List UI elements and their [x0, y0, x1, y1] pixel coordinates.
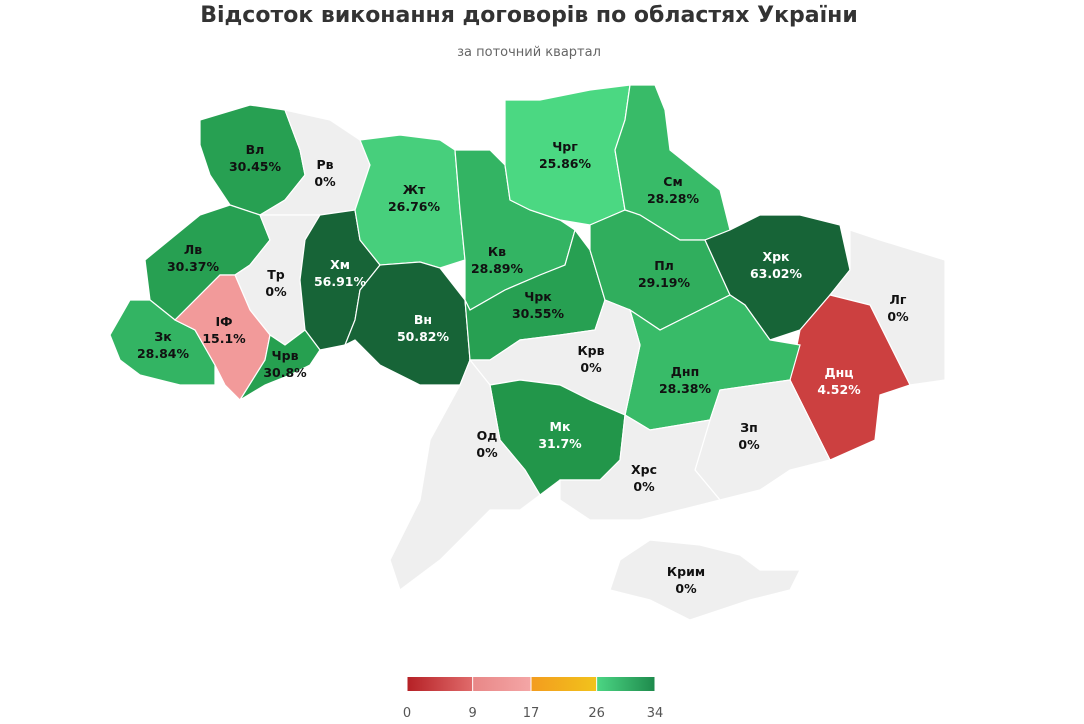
region-name: Вн — [414, 312, 432, 327]
region — [389, 358, 541, 591]
title: Відсоток виконання договорів по областях… — [200, 3, 858, 28]
region-value: 15.1% — [202, 331, 246, 346]
region-name: Пл — [654, 258, 674, 273]
region-name: Чрв — [272, 348, 299, 363]
region-name: Мк — [550, 419, 571, 434]
region-name: Днп — [671, 364, 699, 379]
region-name: Хм — [330, 257, 350, 272]
region-value: 0% — [265, 284, 287, 299]
region — [609, 539, 801, 621]
region — [504, 84, 631, 226]
region-value: 28.28% — [647, 191, 700, 206]
region-value: 0% — [887, 309, 909, 324]
region-name: Крв — [577, 343, 604, 358]
region-name: Чрк — [524, 289, 552, 304]
legend-segment — [472, 677, 531, 691]
region-name: Од — [477, 428, 498, 443]
region-value: 28.84% — [137, 346, 190, 361]
region-name: См — [663, 174, 682, 189]
region-value: 50.82% — [397, 329, 450, 344]
region-name: Зк — [154, 329, 172, 344]
region-name: ІФ — [215, 314, 232, 329]
region-value: 0% — [476, 445, 498, 460]
region-name: Лг — [890, 292, 907, 307]
region-value: 30.55% — [512, 306, 565, 321]
region-value: 63.02% — [750, 266, 803, 281]
region-value: 0% — [738, 437, 760, 452]
region-value: 28.38% — [659, 381, 712, 396]
region-name: Жт — [403, 182, 426, 197]
region-value: 0% — [633, 479, 655, 494]
region-value: 29.19% — [638, 275, 691, 290]
legend-label: 17 — [523, 706, 540, 721]
region-value: 30.37% — [167, 259, 220, 274]
legend: 0 9 17 26 34 — [403, 677, 663, 721]
region — [343, 261, 471, 386]
map: Вл 30.45% Рв 0% Лв 30.37% Тр 0% Хм 56.91% Зк 28.84%… — [109, 84, 946, 621]
region — [559, 414, 722, 521]
legend-label: 26 — [588, 706, 605, 721]
region-value: 0% — [675, 581, 697, 596]
region-value: 28.89% — [471, 261, 524, 276]
region-name: Крим — [667, 564, 705, 579]
region-value: 30.45% — [229, 159, 282, 174]
legend-segment — [407, 677, 473, 691]
legend-segment — [596, 677, 655, 691]
region-name: Тр — [267, 267, 285, 282]
region-name: Хрк — [762, 249, 790, 264]
region-name: Рв — [316, 157, 333, 172]
region — [239, 329, 321, 401]
legend-label: 9 — [469, 706, 477, 721]
region-name: Хрс — [631, 462, 657, 477]
legend-label: 34 — [647, 706, 664, 721]
region-name: Кв — [488, 244, 506, 259]
region-value: 26.76% — [388, 199, 441, 214]
region-name: Вл — [246, 142, 265, 157]
legend-label: 0 — [403, 706, 411, 721]
region-name: Зп — [740, 420, 758, 435]
region-name: Чрг — [552, 139, 578, 154]
region-value: 0% — [580, 360, 602, 375]
region-value: 25.86% — [539, 156, 592, 171]
region-value: 31.7% — [538, 436, 582, 451]
legend-segment — [531, 677, 597, 691]
region-name: Днц — [824, 365, 853, 380]
region-value: 4.52% — [817, 382, 861, 397]
subtitle: за поточний квартал — [457, 45, 601, 60]
region-name: Лв — [184, 242, 202, 257]
region-value: 30.8% — [263, 365, 307, 380]
region-value: 56.91% — [314, 274, 367, 289]
region-value: 0% — [314, 174, 336, 189]
